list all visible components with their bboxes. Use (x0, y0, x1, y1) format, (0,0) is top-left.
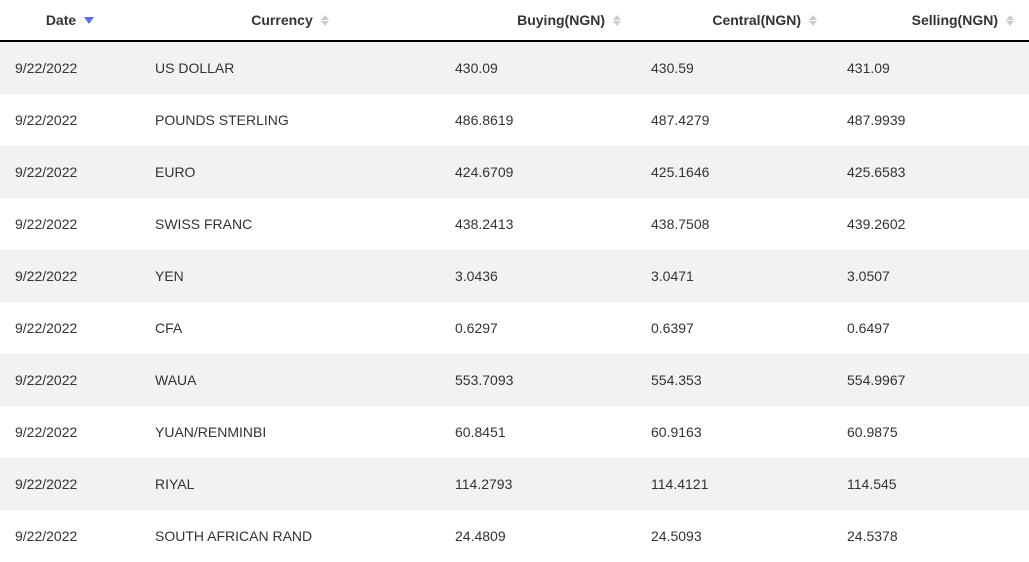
cell-central: 0.6397 (636, 302, 832, 354)
table-row: 9/22/2022 CFA 0.6297 0.6397 0.6497 (0, 302, 1029, 354)
sort-none-icon (321, 15, 329, 26)
cell-central: 430.59 (636, 41, 832, 94)
sort-none-icon (613, 15, 621, 26)
cell-selling: 3.0507 (832, 250, 1029, 302)
cell-central: 114.4121 (636, 458, 832, 510)
table-row: 9/22/2022 YUAN/RENMINBI 60.8451 60.9163 … (0, 406, 1029, 458)
table-row: 9/22/2022 SOUTH AFRICAN RAND 24.4809 24.… (0, 510, 1029, 562)
table-body: 9/22/2022 US DOLLAR 430.09 430.59 431.09… (0, 41, 1029, 562)
table-row: 9/22/2022 US DOLLAR 430.09 430.59 431.09 (0, 41, 1029, 94)
cell-date: 9/22/2022 (0, 406, 140, 458)
cell-selling: 487.9939 (832, 94, 1029, 146)
cell-currency: RIYAL (140, 458, 440, 510)
cell-selling: 0.6497 (832, 302, 1029, 354)
col-header-label: Central(NGN) (712, 12, 801, 28)
cell-currency: SOUTH AFRICAN RAND (140, 510, 440, 562)
cell-currency: YUAN/RENMINBI (140, 406, 440, 458)
cell-central: 438.7508 (636, 198, 832, 250)
cell-central: 3.0471 (636, 250, 832, 302)
cell-date: 9/22/2022 (0, 41, 140, 94)
table-row: 9/22/2022 RIYAL 114.2793 114.4121 114.54… (0, 458, 1029, 510)
cell-currency: SWISS FRANC (140, 198, 440, 250)
col-header-currency[interactable]: Currency (140, 0, 440, 41)
table-row: 9/22/2022 WAUA 553.7093 554.353 554.9967 (0, 354, 1029, 406)
cell-central: 24.5093 (636, 510, 832, 562)
sort-none-icon (1006, 15, 1014, 26)
cell-currency: CFA (140, 302, 440, 354)
cell-date: 9/22/2022 (0, 302, 140, 354)
cell-selling: 439.2602 (832, 198, 1029, 250)
cell-central: 60.9163 (636, 406, 832, 458)
col-header-buying[interactable]: Buying(NGN) (440, 0, 636, 41)
cell-date: 9/22/2022 (0, 250, 140, 302)
cell-currency: YEN (140, 250, 440, 302)
cell-selling: 24.5378 (832, 510, 1029, 562)
cell-buying: 553.7093 (440, 354, 636, 406)
col-header-date[interactable]: Date (0, 0, 140, 41)
exchange-rates-table: Date Currency Buying(NGN) (0, 0, 1029, 562)
cell-central: 554.353 (636, 354, 832, 406)
cell-selling: 431.09 (832, 41, 1029, 94)
cell-currency: WAUA (140, 354, 440, 406)
table-row: 9/22/2022 YEN 3.0436 3.0471 3.0507 (0, 250, 1029, 302)
col-header-central[interactable]: Central(NGN) (636, 0, 832, 41)
cell-date: 9/22/2022 (0, 94, 140, 146)
sort-none-icon (809, 15, 817, 26)
cell-buying: 0.6297 (440, 302, 636, 354)
cell-central: 487.4279 (636, 94, 832, 146)
cell-selling: 554.9967 (832, 354, 1029, 406)
col-header-label: Buying(NGN) (517, 12, 605, 28)
cell-buying: 114.2793 (440, 458, 636, 510)
col-header-label: Date (46, 12, 76, 28)
cell-selling: 60.9875 (832, 406, 1029, 458)
col-header-label: Selling(NGN) (912, 12, 998, 28)
cell-buying: 24.4809 (440, 510, 636, 562)
col-header-selling[interactable]: Selling(NGN) (832, 0, 1029, 41)
cell-buying: 60.8451 (440, 406, 636, 458)
cell-buying: 430.09 (440, 41, 636, 94)
cell-date: 9/22/2022 (0, 458, 140, 510)
cell-date: 9/22/2022 (0, 198, 140, 250)
cell-date: 9/22/2022 (0, 354, 140, 406)
sort-desc-icon (84, 17, 94, 24)
cell-date: 9/22/2022 (0, 510, 140, 562)
table-row: 9/22/2022 SWISS FRANC 438.2413 438.7508 … (0, 198, 1029, 250)
cell-central: 425.1646 (636, 146, 832, 198)
cell-buying: 438.2413 (440, 198, 636, 250)
cell-currency: US DOLLAR (140, 41, 440, 94)
cell-buying: 3.0436 (440, 250, 636, 302)
cell-buying: 424.6709 (440, 146, 636, 198)
cell-selling: 114.545 (832, 458, 1029, 510)
cell-selling: 425.6583 (832, 146, 1029, 198)
cell-date: 9/22/2022 (0, 146, 140, 198)
cell-buying: 486.8619 (440, 94, 636, 146)
table-row: 9/22/2022 EURO 424.6709 425.1646 425.658… (0, 146, 1029, 198)
cell-currency: POUNDS STERLING (140, 94, 440, 146)
col-header-label: Currency (251, 12, 312, 28)
table-row: 9/22/2022 POUNDS STERLING 486.8619 487.4… (0, 94, 1029, 146)
cell-currency: EURO (140, 146, 440, 198)
table-header-row: Date Currency Buying(NGN) (0, 0, 1029, 41)
